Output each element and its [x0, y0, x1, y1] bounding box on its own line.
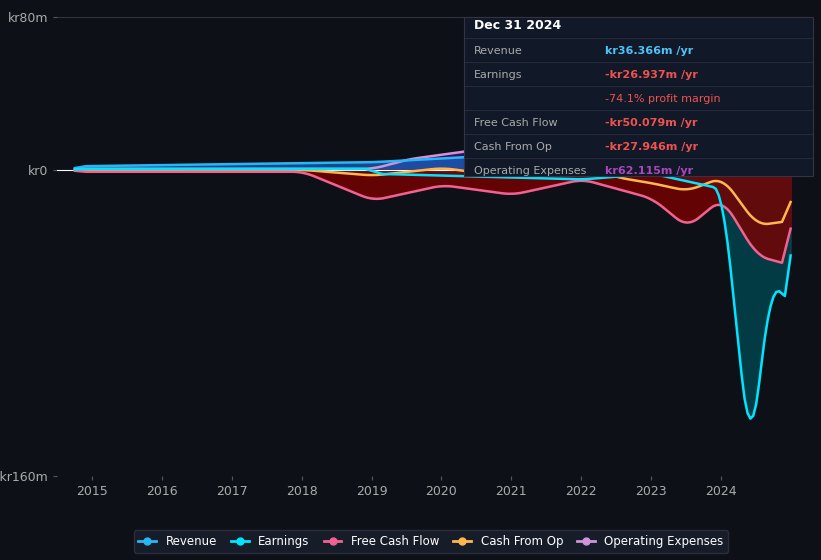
Text: -kr50.079m /yr: -kr50.079m /yr — [605, 118, 698, 128]
Text: Earnings: Earnings — [474, 70, 522, 80]
Text: -74.1% profit margin: -74.1% profit margin — [605, 94, 721, 104]
Text: -kr26.937m /yr: -kr26.937m /yr — [605, 70, 698, 80]
Text: kr36.366m /yr: kr36.366m /yr — [605, 46, 693, 56]
Text: Free Cash Flow: Free Cash Flow — [474, 118, 557, 128]
Text: Cash From Op: Cash From Op — [474, 142, 552, 152]
Text: Dec 31 2024: Dec 31 2024 — [474, 19, 561, 32]
Text: -kr27.946m /yr: -kr27.946m /yr — [605, 142, 698, 152]
Text: Operating Expenses: Operating Expenses — [474, 166, 586, 176]
Legend: Revenue, Earnings, Free Cash Flow, Cash From Op, Operating Expenses: Revenue, Earnings, Free Cash Flow, Cash … — [134, 530, 728, 553]
Text: Revenue: Revenue — [474, 46, 522, 56]
Text: kr62.115m /yr: kr62.115m /yr — [605, 166, 693, 176]
